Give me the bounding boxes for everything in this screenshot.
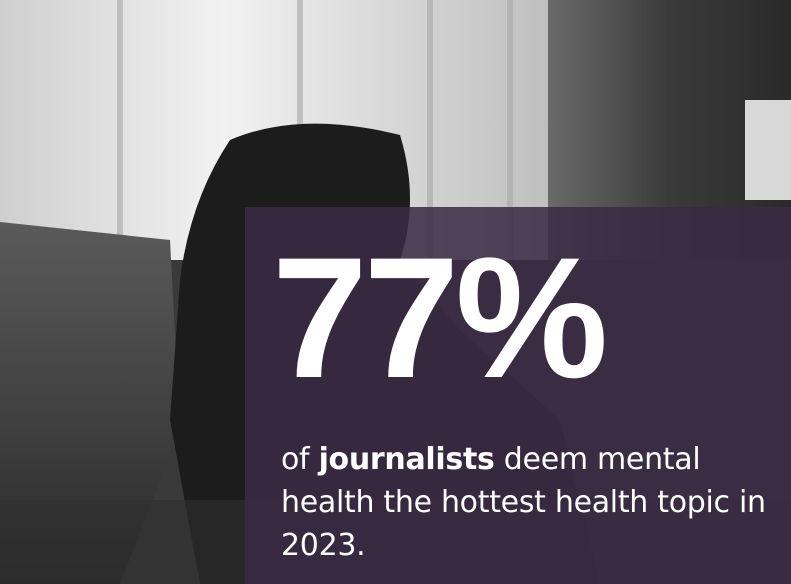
caption-emphasis: journalists <box>318 442 495 477</box>
caption: of journalists deem mental health the ho… <box>281 438 781 567</box>
caption-text: deem mental health the hottest health to… <box>281 442 766 563</box>
caption-text: of <box>281 442 310 477</box>
overlay-panel <box>245 207 791 584</box>
stat-number: 77% <box>272 222 608 414</box>
